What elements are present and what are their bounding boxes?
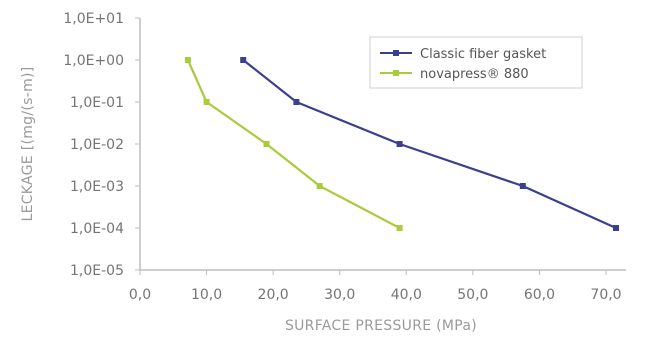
data-point-novapress — [203, 99, 210, 105]
y-tick-label: 1,0E-03 — [70, 179, 124, 195]
legend-marker-novapress — [393, 70, 399, 76]
data-point-novapress — [263, 141, 270, 147]
legend-marker-classic — [393, 50, 399, 56]
y-tick-label: 1,0E-05 — [70, 263, 124, 279]
data-point-classic — [240, 57, 247, 63]
x-tick-label: 30,0 — [324, 287, 355, 303]
data-point-novapress — [316, 183, 323, 189]
data-point-novapress — [396, 225, 403, 231]
y-tick-labels: 1,0E+01 1,0E+00 1,0E-01 1,0E-02 1,0E-03 1,0E-… — [63, 11, 140, 279]
x-axis-title: SURFACE PRESSURE (MPa) — [285, 318, 477, 334]
x-tick-label: 60,0 — [524, 287, 555, 303]
y-axis-title: LECKAGE [(mg/(s-m)] — [20, 66, 36, 221]
y-tick-label: 1,0E-04 — [70, 221, 124, 237]
x-tick-labels: 0,0 10,0 20,0 30,0 40,0 50,0 60,0 70,0 — [129, 270, 622, 303]
data-point-novapress — [184, 57, 191, 63]
legend-label-novapress: novapress® 880 — [420, 67, 529, 82]
series-layer — [184, 57, 619, 231]
data-point-classic — [519, 183, 526, 189]
y-tick-label: 1,0E+01 — [63, 11, 124, 27]
y-tick-label: 1,0E-01 — [70, 95, 124, 111]
data-point-classic — [396, 141, 403, 147]
x-tick-label: 70,0 — [590, 287, 621, 303]
x-tick-label: 20,0 — [258, 287, 289, 303]
series-line-novapress — [186, 59, 401, 229]
legend-label-classic: Classic fiber gasket — [420, 47, 546, 62]
data-point-classic — [613, 225, 619, 231]
x-tick-label: 50,0 — [457, 287, 488, 303]
data-point-classic — [293, 99, 300, 105]
legend-box — [369, 36, 583, 89]
x-tick-label: 40,0 — [391, 287, 422, 303]
x-tick-label: 10,0 — [191, 287, 222, 303]
y-tick-label: 1,0E+00 — [63, 53, 124, 69]
y-tick-label: 1,0E-02 — [70, 137, 124, 153]
x-tick-label: 0,0 — [129, 287, 151, 303]
legend: Classic fiber gasket novapress® 880 — [369, 36, 583, 89]
